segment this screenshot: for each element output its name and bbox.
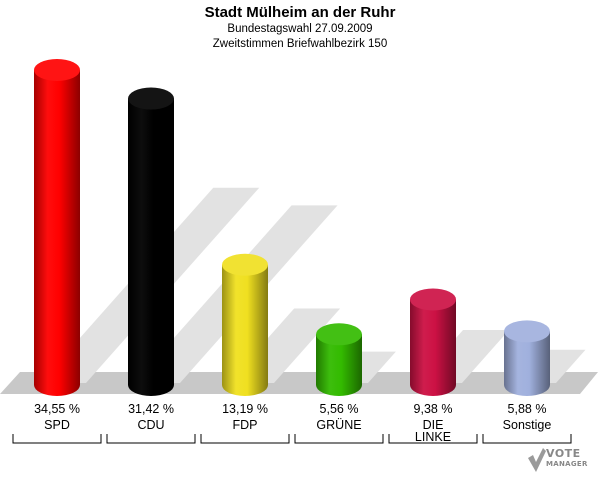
chart-title: Stadt Mülheim an der Ruhr [204,4,396,21]
bars [34,59,550,397]
chart-header: Stadt Mülheim an der Ruhr Bundestagswahl… [0,4,600,52]
value-label: 5,56 % [320,402,359,416]
category-bracket [12,434,102,444]
category-bracket [294,434,384,444]
category-bracket [388,434,478,444]
category-label: FDP [233,418,258,432]
value-label: 31,42 % [128,402,174,416]
logo-text: VOTE MANAGER [546,448,588,470]
bar-top-die-linke [410,288,456,311]
category-bracket [106,434,196,444]
category-label: Sonstige [503,418,552,432]
bar-die-linke [410,299,456,396]
chart-subtitle-election: Bundestagswahl 27.09.2009 [227,23,373,35]
bar-top-fdp [222,253,268,276]
vote-manager-logo: VOTE MANAGER [526,446,598,476]
category-label: CDU [137,418,164,432]
category-label: LINKE [415,430,451,444]
bar-sonstige [504,331,550,396]
logo-line2: MANAGER [546,460,588,468]
category-bracket [482,434,572,444]
bar-top-sonstige [504,320,550,343]
category-bracket [200,434,290,444]
bar-shadows [40,187,586,383]
chart-subtitle-district: Zweitstimmen Briefwahlbezirk 150 [212,38,388,50]
bar-top-cdu [128,87,174,110]
bar-top-spd [34,59,80,81]
bar-top-grüne [316,323,362,346]
value-label: 13,19 % [222,402,268,416]
value-label: 9,38 % [414,402,453,416]
bar-cdu [128,98,174,397]
value-labels: 34,55 % 31,42 % 13,19 % 5,56 % 9,38 % 5,88 % [34,402,546,416]
value-label: 5,88 % [508,402,547,416]
logo-line1: VOTE [546,447,581,460]
category-label: DIE [423,418,444,432]
category-label: GRÜNE [316,418,361,432]
bar-grüne [316,334,362,396]
bar-fdp [222,264,268,396]
bar-spd [34,70,80,396]
checkmark-icon [528,448,546,472]
category-label: SPD [44,418,70,432]
value-label: 34,55 % [34,402,80,416]
